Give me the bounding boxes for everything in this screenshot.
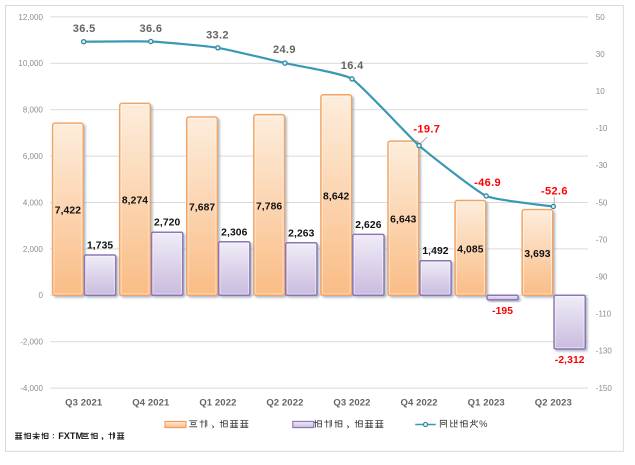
svg-text:-130: -130 <box>596 347 613 356</box>
svg-text:6,000: 6,000 <box>23 152 44 161</box>
svg-text:Q1 2023: Q1 2023 <box>468 397 505 408</box>
svg-text:-2,000: -2,000 <box>20 338 43 347</box>
svg-text:4,085: 4,085 <box>457 244 483 255</box>
svg-text:0: 0 <box>38 291 43 300</box>
svg-text:8,274: 8,274 <box>122 196 148 207</box>
svg-text:1,492: 1,492 <box>422 246 448 257</box>
svg-text:Q4 2022: Q4 2022 <box>401 397 438 408</box>
svg-text:50: 50 <box>596 13 605 22</box>
svg-text:2,306: 2,306 <box>221 227 247 238</box>
svg-text:-30: -30 <box>596 161 608 170</box>
svg-text:FXTM: FXTM <box>58 431 83 441</box>
svg-text:-46.9: -46.9 <box>474 177 501 189</box>
svg-text:-50: -50 <box>596 198 608 207</box>
svg-text:-52.6: -52.6 <box>541 185 568 197</box>
svg-text:Q1 2022: Q1 2022 <box>199 397 236 408</box>
svg-text:2,626: 2,626 <box>355 220 381 231</box>
svg-text:36.6: 36.6 <box>139 23 162 35</box>
svg-text:7,687: 7,687 <box>189 203 215 214</box>
svg-text:12,000: 12,000 <box>18 13 43 22</box>
svg-text:3,693: 3,693 <box>524 249 550 260</box>
svg-text:-10: -10 <box>596 124 608 133</box>
svg-text:1,735: 1,735 <box>87 241 113 252</box>
svg-text:4,000: 4,000 <box>23 198 44 207</box>
svg-text:Q2 2023: Q2 2023 <box>535 397 572 408</box>
svg-text:-150: -150 <box>596 384 613 393</box>
svg-text:Q2 2022: Q2 2022 <box>266 397 303 408</box>
svg-text:-2,312: -2,312 <box>555 355 585 366</box>
svg-text:7,786: 7,786 <box>256 201 282 212</box>
svg-text:7,422: 7,422 <box>55 206 81 217</box>
svg-text:%: % <box>479 418 487 429</box>
svg-text:-195: -195 <box>492 306 513 317</box>
svg-text:6,643: 6,643 <box>390 215 416 226</box>
svg-text:10: 10 <box>596 87 605 96</box>
svg-text:2,720: 2,720 <box>154 218 180 229</box>
svg-text:33.2: 33.2 <box>206 29 229 41</box>
svg-text:Q3 2021: Q3 2021 <box>65 397 103 408</box>
svg-text:36.5: 36.5 <box>73 23 96 35</box>
svg-text:24.9: 24.9 <box>273 44 296 56</box>
svg-text:30: 30 <box>596 50 605 59</box>
svg-text:-19.7: -19.7 <box>413 124 440 136</box>
svg-text:10,000: 10,000 <box>18 59 43 68</box>
svg-text:16.4: 16.4 <box>341 60 364 72</box>
svg-text:-110: -110 <box>596 310 612 319</box>
svg-text:2,263: 2,263 <box>288 228 314 239</box>
svg-text:8,642: 8,642 <box>323 192 349 203</box>
svg-text:Q3 2022: Q3 2022 <box>333 397 370 408</box>
svg-text:-4,000: -4,000 <box>20 384 43 393</box>
svg-text:-90: -90 <box>596 273 608 282</box>
svg-text:2,000: 2,000 <box>23 245 44 254</box>
svg-text:8,000: 8,000 <box>23 106 44 115</box>
svg-text:-70: -70 <box>596 235 608 244</box>
svg-text:Q4 2021: Q4 2021 <box>132 397 170 408</box>
